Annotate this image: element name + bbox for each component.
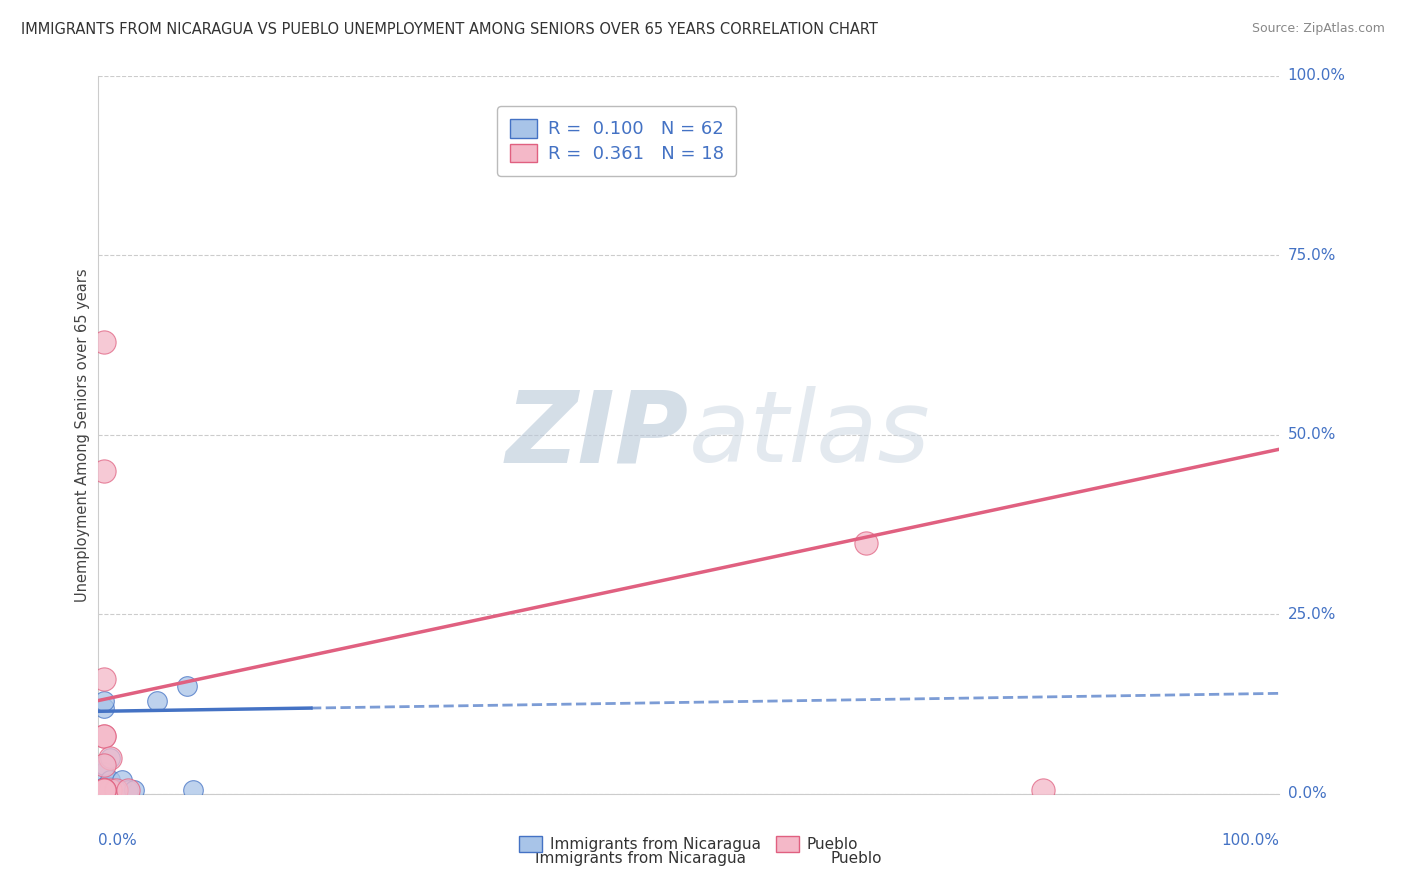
Point (93, 700, 115, 714)
Point (117, 783, 139, 797)
Text: 100.0%: 100.0% (1222, 833, 1279, 848)
Point (93, 783, 115, 797)
Text: 25.0%: 25.0% (1288, 607, 1336, 622)
Point (1032, 783, 1054, 797)
Point (93, 783, 115, 797)
Point (93, 783, 115, 797)
Point (93, 783, 115, 797)
Point (176, 679, 198, 693)
Point (105, 783, 128, 797)
Point (93, 780, 115, 794)
Text: IMMIGRANTS FROM NICARAGUA VS PUEBLO UNEMPLOYMENT AMONG SENIORS OVER 65 YEARS COR: IMMIGRANTS FROM NICARAGUA VS PUEBLO UNEM… (21, 22, 877, 37)
Point (93, 783, 115, 797)
Point (93, 783, 115, 797)
Y-axis label: Unemployment Among Seniors over 65 years: Unemployment Among Seniors over 65 years (75, 268, 90, 602)
Point (93, 783, 115, 797)
Point (93, 783, 115, 797)
Point (93, 730, 115, 744)
Point (93, 783, 115, 797)
Point (93, 783, 115, 797)
Point (93, 783, 115, 797)
Point (93, 783, 115, 797)
Point (93, 758, 115, 772)
Text: 50.0%: 50.0% (1288, 427, 1336, 442)
Point (93, 783, 115, 797)
Point (117, 783, 139, 797)
Point (93, 783, 115, 797)
Point (93, 464, 115, 478)
Point (93, 783, 115, 797)
Point (105, 783, 128, 797)
Point (98, 772, 121, 787)
Point (93, 783, 115, 797)
Point (93, 783, 115, 797)
Text: 0.0%: 0.0% (1288, 787, 1326, 801)
Point (105, 783, 128, 797)
Point (93, 783, 115, 797)
Point (93, 783, 115, 797)
Point (93, 783, 115, 797)
Point (181, 783, 204, 797)
Text: Source: ZipAtlas.com: Source: ZipAtlas.com (1251, 22, 1385, 36)
Point (93, 783, 115, 797)
Point (93, 783, 115, 797)
Text: Pueblo: Pueblo (831, 851, 882, 866)
Point (98, 783, 121, 797)
Point (93, 783, 115, 797)
Point (98, 751, 121, 765)
Point (93, 783, 115, 797)
Point (93, 783, 115, 797)
Point (93, 783, 115, 797)
Point (98, 783, 121, 797)
Point (93, 783, 115, 797)
Point (93, 730, 115, 744)
Point (93, 783, 115, 797)
Text: 100.0%: 100.0% (1288, 69, 1346, 83)
Point (98, 751, 121, 765)
Point (111, 772, 134, 787)
Point (146, 693, 169, 707)
Point (93, 783, 115, 797)
Point (93, 783, 115, 797)
Text: atlas: atlas (689, 386, 931, 483)
Point (93, 783, 115, 797)
Legend: Immigrants from Nicaragua, Pueblo: Immigrants from Nicaragua, Pueblo (513, 830, 865, 858)
Point (93, 783, 115, 797)
Point (93, 783, 115, 797)
Point (93, 783, 115, 797)
Point (93, 783, 115, 797)
Point (93, 783, 115, 797)
Point (93, 783, 115, 797)
Point (93, 783, 115, 797)
Text: 0.0%: 0.0% (98, 833, 138, 848)
Point (122, 783, 145, 797)
Point (93, 783, 115, 797)
Point (855, 535, 877, 549)
Point (93, 783, 115, 797)
Point (93, 672, 115, 686)
Point (93, 783, 115, 797)
Point (93, 334, 115, 349)
Text: ZIP: ZIP (506, 386, 689, 483)
Point (93, 783, 115, 797)
Point (93, 783, 115, 797)
Point (93, 693, 115, 707)
Point (105, 783, 128, 797)
Point (98, 780, 121, 794)
Text: 75.0%: 75.0% (1288, 248, 1336, 263)
Point (93, 783, 115, 797)
Point (93, 758, 115, 772)
Text: Immigrants from Nicaragua: Immigrants from Nicaragua (536, 851, 747, 866)
Point (98, 783, 121, 797)
Point (93, 783, 115, 797)
Point (93, 765, 115, 780)
Point (93, 783, 115, 797)
Point (93, 783, 115, 797)
Point (93, 783, 115, 797)
Point (93, 783, 115, 797)
